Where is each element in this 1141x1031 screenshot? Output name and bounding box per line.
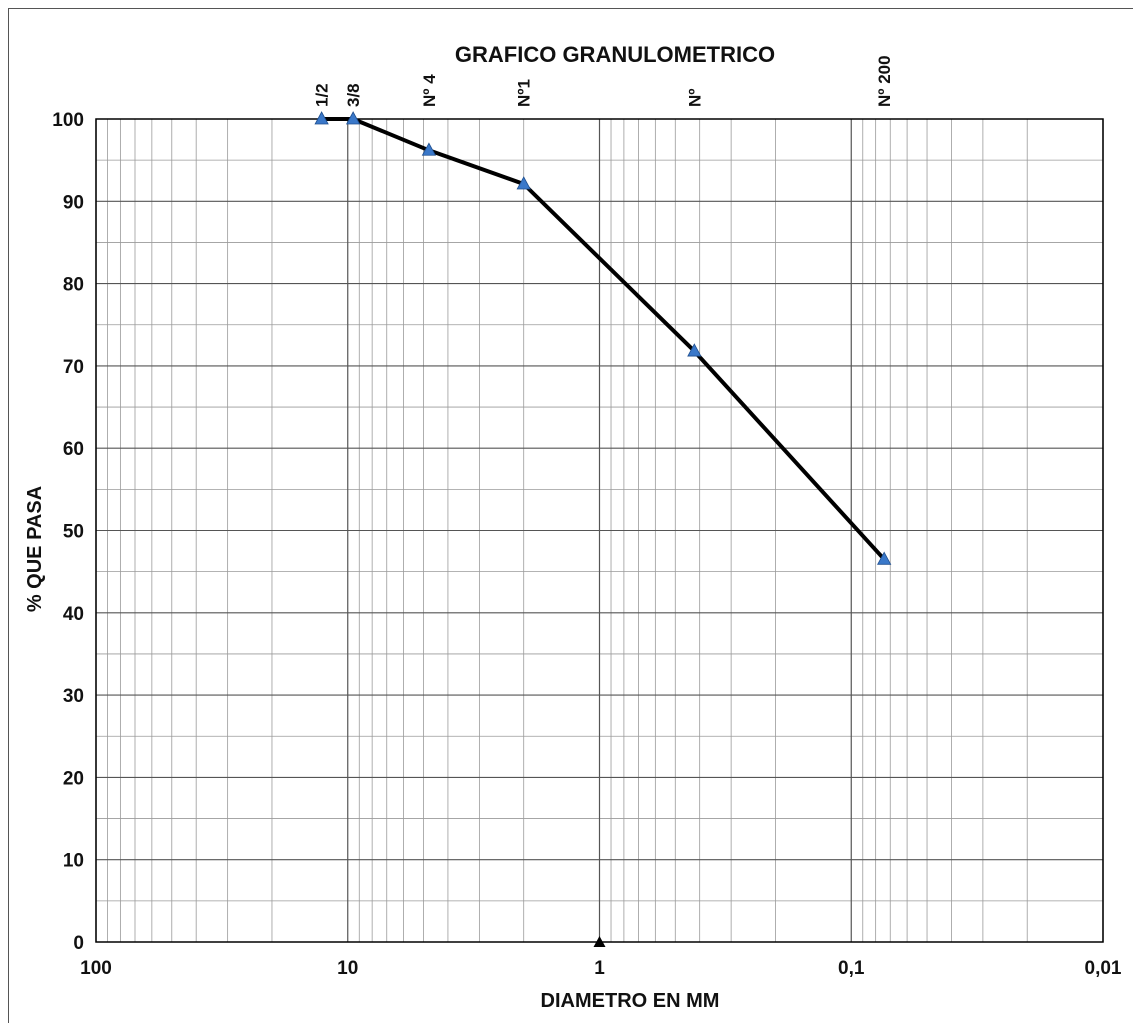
y-tick-label: 90 <box>63 192 84 213</box>
y-tick-label: 30 <box>63 686 84 707</box>
series-line <box>321 117 886 561</box>
y-tick-label: 40 <box>63 604 84 625</box>
y-tick-label: 20 <box>63 768 84 789</box>
y-axis-label: % QUE PASA <box>24 486 46 612</box>
x-tick-label: 100 <box>80 958 112 979</box>
sieve-label: Nº1 <box>515 79 534 107</box>
x-tick-label: 10 <box>337 958 358 979</box>
x-tick-label: 1 <box>594 958 605 979</box>
sieve-label: Nº 4 <box>420 74 439 107</box>
data-point-marker <box>516 176 531 190</box>
sieve-label: 1/2 <box>313 83 332 107</box>
data-point-marker <box>687 343 702 357</box>
sieve-label: 3/8 <box>344 83 363 107</box>
sieve-label: Nº 200 <box>875 55 894 107</box>
grain-size-chart: GRAFICO GRANULOMETRICO 0 10 20 30 40 50 60 70 80… <box>9 9 1134 1024</box>
x-axis-label: DIAMETRO EN MM <box>541 990 720 1012</box>
y-tick-label: 70 <box>63 357 84 378</box>
sieve-labels: 1/2 3/8 Nº 4 Nº1 Nº Nº 200 <box>313 55 895 107</box>
data-point-marker <box>345 111 361 125</box>
sieve-label: Nº <box>685 89 704 108</box>
axis-marker <box>593 936 606 947</box>
y-tick-labels: 0 10 20 30 40 50 60 70 80 90 100 <box>52 110 84 954</box>
data-point-marker <box>314 111 329 125</box>
data-point-marker <box>876 551 892 565</box>
x-tick-labels: 100 10 1 0,1 0,01 <box>80 958 1122 979</box>
y-tick-label: 0 <box>73 933 84 954</box>
y-tick-label: 10 <box>63 851 84 872</box>
y-tick-label: 50 <box>63 522 84 543</box>
data-point-marker <box>421 142 437 156</box>
y-tick-label: 80 <box>63 275 84 296</box>
x-tick-label: 0,1 <box>838 958 865 979</box>
y-tick-label: 100 <box>52 110 84 131</box>
chart-title: GRAFICO GRANULOMETRICO <box>455 42 775 67</box>
y-tick-label: 60 <box>63 439 84 460</box>
series-layer <box>314 111 892 947</box>
x-tick-label: 0,01 <box>1085 958 1122 979</box>
chart-frame: GRAFICO GRANULOMETRICO 0 10 20 30 40 50 60 70 80… <box>8 8 1134 1024</box>
